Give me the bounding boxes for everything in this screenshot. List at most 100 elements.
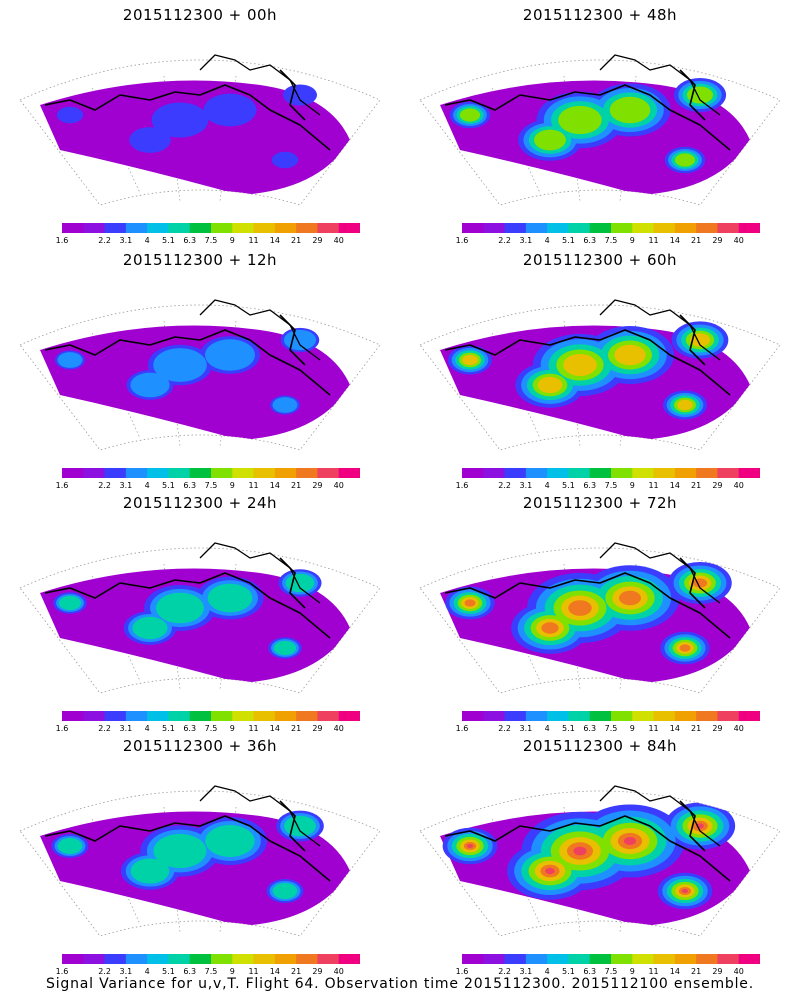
colorbar-label: 5.1 — [162, 481, 175, 490]
colorbar-swatch — [589, 711, 612, 721]
colorbar-swatch — [525, 954, 548, 964]
colorbar-swatch — [568, 711, 591, 721]
polar-map — [419, 299, 781, 451]
colorbar-swatch — [147, 954, 169, 964]
polar-map — [19, 542, 381, 694]
colorbar-swatch — [317, 468, 340, 478]
colorbar-swatch — [504, 223, 527, 233]
colorbar-label: 1.6 — [55, 967, 69, 976]
colorbar-swatch — [168, 711, 191, 721]
colorbar-label: 40 — [733, 236, 744, 245]
colorbar — [62, 223, 360, 233]
colorbar-label: 7.5 — [604, 481, 618, 490]
colorbar-label: 4 — [144, 724, 150, 733]
map-panel: 2015112300 + 36h 1.6 2.2 3.1 4 5.1 6.3 7.5 9 11 14… — [0, 731, 400, 976]
colorbar-label: 2.2 — [498, 236, 511, 245]
colorbar-swatch — [696, 223, 718, 233]
colorbar-swatch — [547, 468, 569, 478]
colorbar-swatch — [611, 954, 633, 964]
colorbar-swatch — [189, 223, 212, 233]
panel-title: 2015112300 + 24h — [122, 494, 278, 512]
colorbar-swatch — [232, 711, 255, 721]
colorbar-swatch — [274, 954, 297, 964]
colorbar-label: 5.1 — [562, 724, 575, 733]
colorbar-swatch — [738, 954, 760, 964]
colorbar-label: 1.6 — [55, 724, 69, 733]
colorbar-swatch — [738, 468, 760, 478]
colorbar-label: 4 — [144, 481, 150, 490]
map-panel: 2015112300 + 84h 1.6 2.2 3.1 4 5.1 6.3 7.5 9 11 14… — [400, 731, 800, 976]
colorbar-label: 5.1 — [162, 967, 175, 976]
colorbar-label: 4 — [144, 967, 150, 976]
colorbar-swatch — [296, 711, 318, 721]
colorbar-swatch — [568, 223, 591, 233]
colorbar-label: 11 — [248, 724, 259, 733]
colorbar-label: 21 — [691, 481, 702, 490]
colorbar-swatch — [568, 954, 591, 964]
colorbar-label: 6.3 — [583, 481, 597, 490]
colorbar-swatch — [611, 711, 633, 721]
colorbar-swatch — [462, 711, 484, 721]
panel-title: 2015112300 + 48h — [522, 6, 678, 24]
colorbar-swatch — [632, 711, 655, 721]
map-panel: 2015112300 + 72h 1.6 2.2 3.1 4 5.1 6.3 7.5 9 11 14… — [400, 488, 800, 733]
colorbar-swatch — [62, 954, 84, 964]
colorbar-swatch — [653, 223, 676, 233]
colorbar-label: 1.6 — [455, 481, 469, 490]
colorbar-label: 3.1 — [519, 481, 533, 490]
colorbar-swatch — [104, 711, 127, 721]
colorbar-swatch — [317, 954, 340, 964]
colorbar-label: 2.2 — [98, 724, 111, 733]
colorbar-label: 3.1 — [519, 967, 533, 976]
colorbar-label: 5.1 — [562, 967, 575, 976]
colorbar-label: 11 — [648, 481, 659, 490]
colorbar-label: 4 — [544, 481, 550, 490]
colorbar-label: 6.3 — [583, 967, 597, 976]
panel-title: 2015112300 + 72h — [522, 494, 678, 512]
colorbar-label: 29 — [712, 724, 723, 733]
colorbar-label: 2.2 — [98, 967, 111, 976]
colorbar-swatch — [189, 954, 212, 964]
colorbar — [62, 954, 360, 964]
colorbar-swatch — [738, 223, 760, 233]
colorbar-swatch — [189, 711, 212, 721]
colorbar-label: 11 — [248, 481, 259, 490]
polar-map — [419, 54, 781, 206]
colorbar-label: 9 — [629, 967, 635, 976]
colorbar-swatch — [338, 711, 360, 721]
colorbar-label: 7.5 — [204, 724, 218, 733]
colorbar-label: 29 — [712, 236, 723, 245]
colorbar-swatch — [589, 223, 612, 233]
colorbar-swatch — [83, 223, 106, 233]
colorbar-swatch — [504, 468, 527, 478]
colorbar-label: 5.1 — [562, 481, 575, 490]
colorbar-label: 2.2 — [98, 481, 111, 490]
colorbar-label: 14 — [269, 967, 280, 976]
colorbar-label: 40 — [333, 236, 344, 245]
colorbar-label: 29 — [712, 481, 723, 490]
colorbar-label: 40 — [333, 967, 344, 976]
colorbar-label: 3.1 — [119, 236, 133, 245]
colorbar-swatch — [525, 223, 548, 233]
colorbar-label: 40 — [333, 481, 344, 490]
panel-title: 2015112300 + 84h — [522, 737, 678, 755]
colorbar-swatch — [717, 468, 740, 478]
colorbar-swatch — [632, 954, 655, 964]
map-panel: 2015112300 + 12h 1.6 2.2 3.1 4 5.1 6.3 7.5 9 11 14… — [0, 245, 400, 490]
colorbar-label: 9 — [629, 724, 635, 733]
colorbar-swatch — [317, 711, 340, 721]
colorbar-label: 29 — [312, 724, 323, 733]
colorbar-swatch — [83, 954, 106, 964]
colorbar-label: 6.3 — [583, 724, 597, 733]
colorbar-swatch — [338, 223, 360, 233]
colorbar-label: 29 — [312, 967, 323, 976]
colorbar-label: 14 — [669, 967, 680, 976]
colorbar-label: 1.6 — [55, 236, 69, 245]
colorbar-label: 5.1 — [162, 724, 175, 733]
colorbar-swatch — [632, 468, 655, 478]
colorbar-swatch — [717, 711, 740, 721]
colorbar-swatch — [104, 954, 127, 964]
colorbar-swatch — [504, 954, 527, 964]
colorbar-label: 21 — [691, 967, 702, 976]
colorbar-label: 1.6 — [455, 967, 469, 976]
